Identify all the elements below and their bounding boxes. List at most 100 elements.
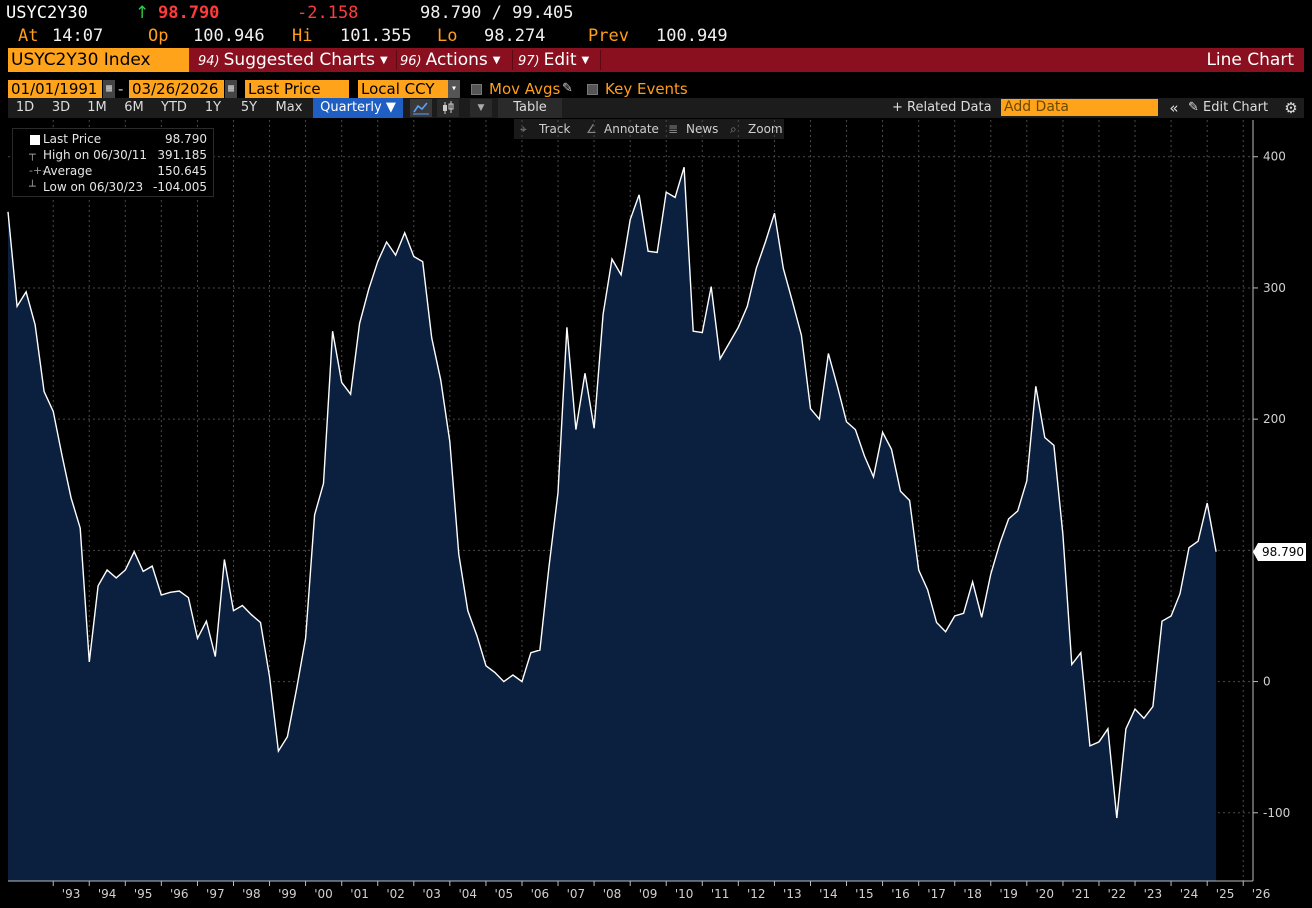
add-data-input[interactable]: Add Data — [1001, 99, 1158, 116]
field-select[interactable]: Last Price — [245, 80, 349, 98]
annotate-pencil-icon: ∠ — [586, 122, 597, 136]
currency-select[interactable]: Local CCY — [358, 80, 448, 98]
start-date-input[interactable]: 01/01/1991 — [8, 80, 102, 98]
price-area-fill — [8, 167, 1217, 881]
last-price-tag — [1253, 542, 1306, 561]
chart-style-dropdown-icon[interactable]: ▼ — [470, 99, 492, 117]
x-tick-label: '02 — [386, 887, 405, 901]
ticker-header-row-2: At 14:07 Op 100.946 Hi 101.355 Lo 98.274… — [0, 25, 1312, 47]
key-events-checkbox[interactable] — [587, 84, 598, 95]
x-tick-label: '99 — [278, 887, 297, 901]
range-ytd-button[interactable]: YTD — [161, 100, 187, 115]
net-change: -2.158 — [297, 3, 359, 23]
x-tick-label: '13 — [783, 887, 802, 901]
range-1m-button[interactable]: 1M — [87, 100, 107, 115]
y-tick-label: -100 — [1263, 806, 1290, 820]
range-1y-button[interactable]: 1Y — [204, 100, 222, 115]
suggested-charts-menu[interactable]: 94) Suggested Charts ▼ — [198, 50, 388, 70]
prev-value: 100.949 — [656, 26, 728, 46]
prev-label: Prev — [588, 26, 629, 46]
x-tick-label: '00 — [314, 887, 333, 901]
y-tick-label: 200 — [1263, 412, 1286, 426]
range-1d-button[interactable]: 1D — [15, 100, 35, 115]
frequency-select[interactable]: Quarterly ▼ — [313, 98, 403, 118]
end-date-input[interactable]: 03/26/2026 — [129, 80, 224, 98]
mov-avgs-label[interactable]: Mov Avgs — [489, 80, 561, 98]
x-tick-label: '12 — [747, 887, 766, 901]
high-value: 101.355 — [340, 26, 412, 46]
collapse-double-chevron-icon[interactable]: « — [1169, 99, 1179, 117]
table-button[interactable]: Table — [498, 98, 562, 118]
mov-avgs-checkbox[interactable] — [471, 84, 482, 95]
menu-divider — [600, 50, 601, 70]
security-field[interactable]: USYC2Y30 Index — [8, 48, 189, 72]
magnifier-icon: ⌕ — [730, 122, 737, 136]
menu-bar: USYC2Y30 Index 94) Suggested Charts ▼ 96) A… — [8, 48, 1304, 72]
last-price-tag-label: 98.790 — [1262, 545, 1304, 559]
x-tick-label: '96 — [170, 887, 189, 901]
key-events-label[interactable]: Key Events — [605, 80, 688, 98]
chevron-down-icon: ▼ — [581, 55, 590, 66]
high-label: Hi — [292, 26, 313, 46]
range-6m-button[interactable]: 6M — [124, 100, 144, 115]
x-tick-label: '08 — [603, 887, 622, 901]
x-tick-label: '98 — [242, 887, 261, 901]
actions-menu[interactable]: 96) Actions ▼ — [400, 50, 501, 70]
x-tick-label: '94 — [98, 887, 117, 901]
x-tick-label: '17 — [927, 887, 946, 901]
range-5y-button[interactable]: 5Y — [240, 100, 258, 115]
time-value: 14:07 — [52, 26, 104, 46]
x-tick-label: '10 — [675, 887, 694, 901]
ticker-header-row-1: USYC2Y30 ↑ 98.790 -2.158 98.790 / 99.405 — [0, 2, 1312, 24]
candlestick-icon[interactable] — [437, 99, 459, 117]
chart-type-label[interactable]: Line Chart — [1206, 50, 1294, 70]
y-axis: 400 300 200 0 -100 — [1252, 120, 1290, 881]
gear-icon[interactable]: ⚙ — [1284, 99, 1298, 117]
x-tick-label: '24 — [1180, 887, 1199, 901]
x-tick-label: '06 — [531, 887, 550, 901]
x-tick-label: '03 — [422, 887, 441, 901]
ticker-symbol[interactable]: USYC2Y30 — [6, 3, 88, 23]
grid-lines — [8, 120, 1253, 881]
pencil-icon[interactable]: ✎ — [562, 81, 573, 96]
range-3d-button[interactable]: 3D — [51, 100, 71, 115]
x-tick-label: '19 — [999, 887, 1018, 901]
x-tick-label: '05 — [495, 887, 514, 901]
x-tick-label: '15 — [855, 887, 874, 901]
range-max-button[interactable]: Max — [275, 100, 303, 115]
zoom-button[interactable]: Zoom — [748, 122, 783, 136]
legend-low: ┴ Low on 06/30/23 -104.005 — [29, 180, 207, 194]
track-button[interactable]: Track — [539, 122, 571, 136]
candlestick-glyph — [443, 101, 454, 114]
x-tick-label: '22 — [1108, 887, 1127, 901]
legend-last-price[interactable]: Last Price 98.790 — [13, 131, 213, 147]
last-price: 98.790 — [158, 3, 220, 23]
x-tick-label: '95 — [134, 887, 153, 901]
edit-chart-button[interactable]: ✎ Edit Chart — [1188, 100, 1269, 115]
legend-swatch — [30, 135, 40, 145]
x-tick-label: '93 — [62, 887, 81, 901]
edit-menu[interactable]: 97) Edit ▼ — [518, 50, 590, 70]
news-button[interactable]: News — [686, 122, 719, 136]
y-tick-label: 0 — [1263, 675, 1271, 689]
last-price-marker: 98.790 — [1253, 542, 1306, 561]
chevron-down-icon: ▼ — [379, 55, 388, 66]
calendar-icon[interactable]: ▦ — [103, 80, 115, 98]
up-arrow-icon: ↑ — [135, 3, 150, 23]
x-tick-label: '04 — [459, 887, 478, 901]
low-label: Lo — [437, 26, 458, 46]
chart-toolbar: ⌖ Track ∠ Annotate ≣ News ⌕ Zoom — [514, 119, 784, 139]
low-marker-icon: ┴ — [29, 180, 36, 193]
y-tick-label: 300 — [1263, 281, 1286, 295]
date-range-dash: - — [118, 80, 124, 98]
calendar-icon[interactable]: ▦ — [225, 80, 237, 98]
annotate-button[interactable]: Annotate — [604, 122, 659, 136]
open-label: Op — [148, 26, 169, 46]
related-data-button[interactable]: + Related Data — [892, 100, 992, 115]
average-marker-icon: -+- — [29, 164, 47, 177]
chevron-down-icon[interactable]: ▾ — [448, 80, 460, 98]
x-tick-label: '07 — [567, 887, 586, 901]
x-tick-label: '09 — [639, 887, 658, 901]
line-chart-icon[interactable] — [410, 99, 432, 117]
news-icon: ≣ — [668, 122, 679, 136]
